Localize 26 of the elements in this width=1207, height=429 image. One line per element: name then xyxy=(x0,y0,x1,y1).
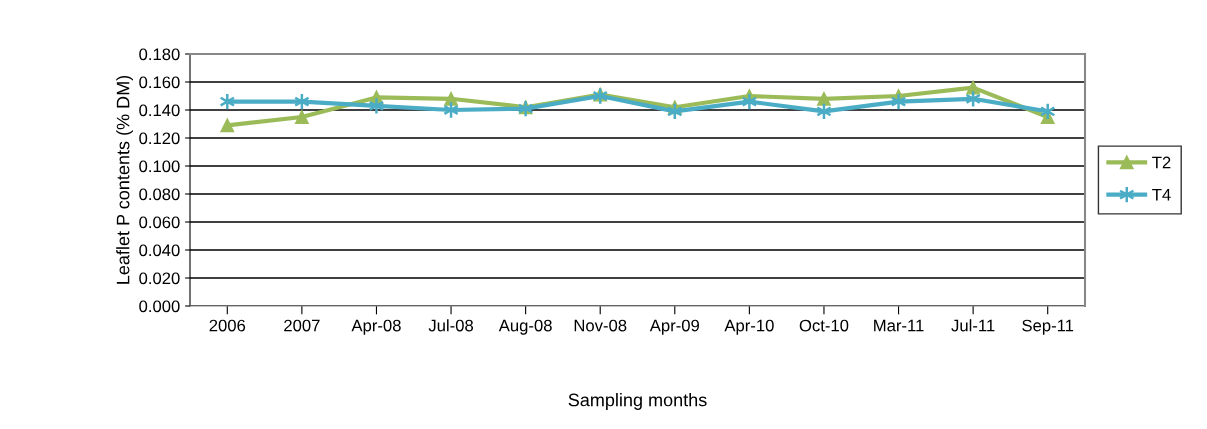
x-tick-label: Nov-08 xyxy=(574,319,627,332)
x-tick-label: Oct-10 xyxy=(799,319,849,332)
x-tick-label: 2007 xyxy=(284,319,320,332)
x-tick-label: 2006 xyxy=(209,319,246,332)
y-tick-label: 0.100 xyxy=(139,160,180,173)
y-tick-label: 0.020 xyxy=(139,272,180,285)
x-tick-label: Jul-08 xyxy=(428,319,474,332)
x-tick-label: Sep-11 xyxy=(1022,319,1074,335)
y-tick-label: 0.160 xyxy=(139,76,180,89)
y-tick-label: 0.140 xyxy=(139,104,180,117)
y-tick-label: 0.000 xyxy=(139,300,180,313)
y-tick-label: 0.080 xyxy=(139,188,180,201)
y-tick-label: 0.040 xyxy=(139,244,180,257)
x-tick-label: Aug-08 xyxy=(498,319,552,335)
x-tick-label: Mar-11 xyxy=(874,319,924,332)
x-tick-label: Apr-09 xyxy=(649,319,700,335)
y-axis-title: Leaflet P contents (% DM) xyxy=(116,75,134,284)
x-tick-label: Apr-10 xyxy=(724,319,774,335)
x-tick-label: Apr-08 xyxy=(351,319,401,335)
y-tick-label: 0.180 xyxy=(139,48,180,61)
legend-label: T2 xyxy=(1152,156,1171,169)
y-tick-label: 0.120 xyxy=(139,132,180,145)
y-tick-label: 0.060 xyxy=(139,216,180,229)
x-tick-label: Jul-11 xyxy=(951,319,995,332)
legend-label: T4 xyxy=(1152,188,1171,201)
x-axis-title: Sampling months xyxy=(568,393,707,410)
